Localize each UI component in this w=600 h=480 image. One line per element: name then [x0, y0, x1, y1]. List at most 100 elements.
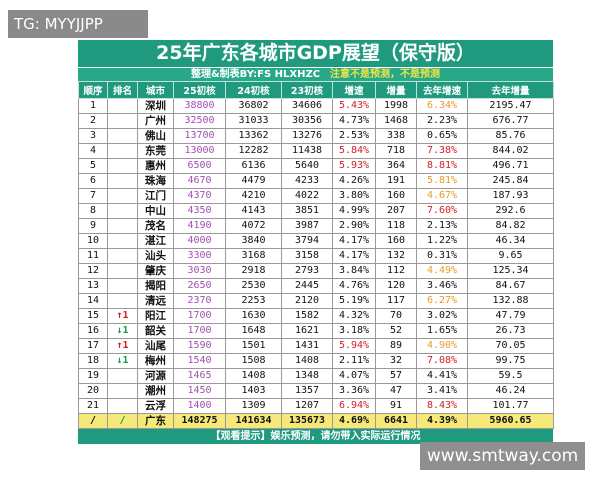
cell-7: 120 — [375, 278, 417, 294]
table-row: 9 茂名 4190 4072 3987 2.90% 118 2.13% 84.82 — [78, 218, 554, 234]
cell-5: 2793 — [281, 263, 333, 279]
cell-5: 1621 — [281, 323, 333, 339]
cell-1 — [107, 398, 138, 414]
cell-9: 676.77 — [467, 113, 554, 129]
cell-9: 5960.65 — [467, 413, 554, 429]
cell-0: 3 — [78, 128, 108, 144]
cell-1 — [107, 293, 138, 309]
cell-2: 潮州 — [137, 383, 174, 399]
cell-7: 52 — [375, 323, 417, 339]
table-row: 8 中山 4350 4143 3851 4.99% 207 7.60% 292.6 — [78, 203, 554, 219]
cell-8: 5.81% — [416, 173, 468, 189]
cell-3: 148275 — [173, 413, 226, 429]
cell-7: 132 — [375, 248, 417, 264]
cell-3: 4670 — [173, 173, 226, 189]
cell-9: 85.76 — [467, 128, 554, 144]
cell-3: 13000 — [173, 143, 226, 159]
cell-0: 10 — [78, 233, 108, 249]
cell-8: 2.23% — [416, 113, 468, 129]
cell-0: 4 — [78, 143, 108, 159]
cell-5: 30356 — [281, 113, 333, 129]
table-row: 20 潮州 1450 1403 1357 3.36% 47 3.41% 46.24 — [78, 383, 554, 399]
cell-9: 9.65 — [467, 248, 554, 264]
cell-8: 1.22% — [416, 233, 468, 249]
cell-6: 2.11% — [332, 353, 376, 369]
cell-2: 广东 — [137, 413, 174, 429]
cell-8: 3.46% — [416, 278, 468, 294]
table-row: 18 ↓1 梅州 1540 1508 1408 2.11% 32 7.08% 99.75 — [78, 353, 554, 369]
rank-change: ↓1 — [107, 323, 138, 339]
cell-1 — [107, 248, 138, 264]
cell-0: 6 — [78, 173, 108, 189]
cell-8: 4.90% — [416, 338, 468, 354]
cell-5: 1408 — [281, 353, 333, 369]
cell-0: 15 — [78, 308, 108, 324]
table-row: 12 肇庆 3030 2918 2793 3.84% 112 4.49% 125.34 — [78, 263, 554, 279]
cell-9: 47.79 — [467, 308, 554, 324]
cell-9: 26.73 — [467, 323, 554, 339]
cell-8: 4.67% — [416, 188, 468, 204]
table-header-row: 顺序 排名 城市 25初核 24初核 23初核 增速 增量 去年增速 去年增量 — [78, 81, 554, 99]
cell-0: 7 — [78, 188, 108, 204]
cell-9: 99.75 — [467, 353, 554, 369]
cell-4: 6136 — [225, 158, 282, 174]
table-row: 6 珠海 4670 4479 4233 4.26% 191 5.81% 245.84 — [78, 173, 554, 189]
cell-5: 135673 — [281, 413, 333, 429]
cell-5: 4022 — [281, 188, 333, 204]
column-header: 24初核 — [225, 81, 282, 99]
cell-2: 佛山 — [137, 128, 174, 144]
cell-3: 4190 — [173, 218, 226, 234]
cell-4: 2530 — [225, 278, 282, 294]
column-header: 增量 — [375, 81, 417, 99]
cell-8: 6.34% — [416, 98, 468, 114]
cell-1 — [107, 263, 138, 279]
cell-5: 1348 — [281, 368, 333, 384]
cell-9: 245.84 — [467, 173, 554, 189]
cell-4: 141634 — [225, 413, 282, 429]
cell-0: 8 — [78, 203, 108, 219]
cell-6: 6.94% — [332, 398, 376, 414]
cell-9: 496.71 — [467, 158, 554, 174]
cell-5: 3987 — [281, 218, 333, 234]
cell-0: 21 — [78, 398, 108, 414]
cell-3: 4000 — [173, 233, 226, 249]
cell-2: 揭阳 — [137, 278, 174, 294]
cell-6: 3.84% — [332, 263, 376, 279]
cell-7: 338 — [375, 128, 417, 144]
cell-6: 4.32% — [332, 308, 376, 324]
cell-1 — [107, 173, 138, 189]
cell-3: 3300 — [173, 248, 226, 264]
cell-5: 3851 — [281, 203, 333, 219]
cell-7: 1468 — [375, 113, 417, 129]
footer-note: 【观看提示】娱乐预测，请勿带入实际运行情况 — [78, 429, 553, 444]
cell-3: 1465 — [173, 368, 226, 384]
gdp-table: 顺序 排名 城市 25初核 24初核 23初核 增速 增量 去年增速 去年增量 1 深圳 38800 3… — [78, 81, 554, 429]
cell-7: 6641 — [375, 413, 417, 429]
cell-7: 118 — [375, 218, 417, 234]
cell-4: 1508 — [225, 353, 282, 369]
cell-0: 2 — [78, 113, 108, 129]
cell-3: 1590 — [173, 338, 226, 354]
cell-3: 1540 — [173, 353, 226, 369]
cell-2: 湛江 — [137, 233, 174, 249]
cell-5: 3158 — [281, 248, 333, 264]
table-row: 16 ↓1 韶关 1700 1648 1621 3.18% 52 1.65% 26.73 — [78, 323, 554, 339]
cell-9: 101.77 — [467, 398, 554, 414]
cell-3: 1700 — [173, 323, 226, 339]
rank-change: / — [107, 413, 138, 429]
cell-3: 4370 — [173, 188, 226, 204]
cell-4: 2253 — [225, 293, 282, 309]
cell-1 — [107, 128, 138, 144]
cell-3: 38800 — [173, 98, 226, 114]
table-row: 13 揭阳 2650 2530 2445 4.76% 120 3.46% 84.67 — [78, 278, 554, 294]
cell-5: 3794 — [281, 233, 333, 249]
cell-5: 1207 — [281, 398, 333, 414]
cell-0: 1 — [78, 98, 108, 114]
column-header: 25初核 — [173, 81, 226, 99]
cell-7: 57 — [375, 368, 417, 384]
cell-8: 4.41% — [416, 368, 468, 384]
cell-4: 13362 — [225, 128, 282, 144]
cell-8: 2.13% — [416, 218, 468, 234]
cell-4: 1408 — [225, 368, 282, 384]
cell-6: 3.18% — [332, 323, 376, 339]
